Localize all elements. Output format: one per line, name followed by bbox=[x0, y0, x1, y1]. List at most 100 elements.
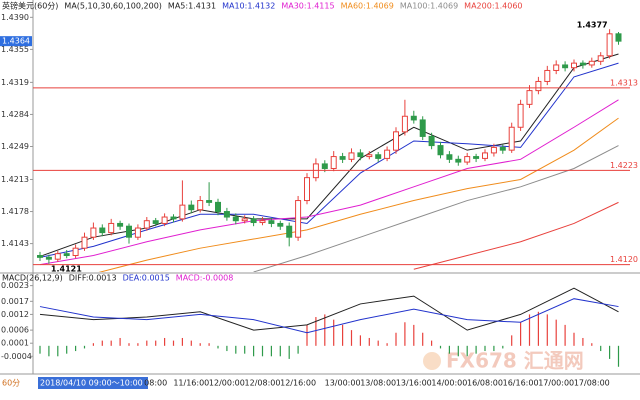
candle-body bbox=[134, 227, 141, 238]
header-item: DIFF:0.0013 bbox=[69, 274, 117, 283]
candle-body bbox=[490, 146, 497, 154]
candle-body bbox=[72, 247, 79, 257]
candle-body bbox=[393, 131, 399, 151]
candle-body bbox=[544, 69, 551, 82]
x-tick-label: 17/08:00 bbox=[574, 379, 610, 388]
candle-body bbox=[428, 135, 435, 147]
candle-body bbox=[615, 33, 622, 42]
watermark-logo bbox=[423, 352, 441, 370]
header-item: MA100:1.4069 bbox=[400, 2, 458, 11]
candle-body bbox=[143, 220, 150, 229]
candle-body bbox=[206, 200, 213, 203]
high-annotation: 1.4377 bbox=[577, 21, 608, 30]
x-tick-label: 16/08:00 bbox=[467, 379, 503, 388]
indicator-line bbox=[253, 145, 619, 272]
candle-body bbox=[259, 220, 266, 224]
candle-body bbox=[437, 145, 444, 156]
candle-body bbox=[277, 222, 284, 227]
header-item: MA60:1.4069 bbox=[341, 2, 394, 11]
candle-body bbox=[348, 152, 355, 160]
y-tick-label: 1.4213 bbox=[1, 175, 29, 184]
header-item: MA10:1.4132 bbox=[222, 2, 275, 11]
indicator-line bbox=[39, 99, 619, 266]
header-item: MA(5,10,30,60,100,200) bbox=[64, 2, 162, 11]
candle-body bbox=[401, 115, 408, 133]
indicator-line bbox=[413, 201, 619, 270]
last-price-box bbox=[0, 36, 32, 47]
candle-body bbox=[375, 154, 382, 159]
candle-body bbox=[90, 227, 97, 238]
candle-body bbox=[517, 103, 524, 128]
candle-body bbox=[197, 200, 204, 211]
macd-plot bbox=[39, 287, 620, 367]
indicator-line bbox=[98, 117, 619, 272]
candle-body bbox=[268, 220, 275, 224]
y-tick-label: 1.4178 bbox=[1, 207, 29, 216]
candle-body bbox=[161, 216, 168, 224]
indicator-line bbox=[39, 298, 619, 334]
candle-body bbox=[508, 126, 515, 151]
x-tick-label: 14/00:00 bbox=[431, 379, 467, 388]
y-tick-label: 1.4355 bbox=[1, 45, 29, 54]
candle-body bbox=[99, 227, 106, 234]
candle-body bbox=[295, 200, 302, 238]
x-tick-label: 13/16:00 bbox=[396, 379, 432, 388]
price-level-label: 1.4120 bbox=[610, 255, 638, 264]
x-tick-label: 12/16:00 bbox=[280, 379, 316, 388]
header-item: MA30:1.4115 bbox=[281, 2, 334, 11]
candle-body bbox=[241, 218, 248, 222]
price-level-label: 1.4223 bbox=[610, 161, 638, 170]
y-tick-label: 1.4284 bbox=[1, 110, 29, 119]
candle-body bbox=[553, 64, 560, 71]
candle-body bbox=[63, 253, 70, 257]
y-tick-label: 1.4319 bbox=[1, 78, 29, 87]
candle-body bbox=[455, 158, 462, 163]
header-item: DEA:0.0015 bbox=[123, 274, 170, 283]
candle-body bbox=[232, 216, 239, 222]
y-tick-label: 1.4390 bbox=[1, 13, 29, 22]
candle-body bbox=[579, 62, 586, 66]
candle-body bbox=[339, 156, 346, 160]
candle-body bbox=[179, 204, 186, 220]
candle-body bbox=[81, 236, 88, 249]
candle-body bbox=[419, 119, 426, 137]
price-plot bbox=[37, 29, 622, 272]
candle-body bbox=[321, 163, 328, 169]
period-label: 60分 bbox=[2, 379, 20, 388]
candle-body bbox=[54, 253, 61, 260]
y-tick-label: 0.0001 bbox=[1, 339, 29, 348]
candle-body bbox=[250, 218, 257, 224]
watermark: FX678 汇通网 bbox=[446, 349, 584, 373]
candle-body bbox=[446, 154, 453, 160]
candle-body bbox=[571, 62, 577, 69]
candle-body bbox=[330, 156, 337, 169]
candle-body bbox=[464, 156, 471, 163]
candle-body bbox=[357, 152, 364, 158]
price-level-label: 1.4313 bbox=[610, 78, 638, 87]
candle-body bbox=[304, 177, 310, 202]
x-tick-label: 08:00 bbox=[144, 379, 167, 388]
candle-body bbox=[188, 204, 195, 211]
candle-body bbox=[37, 255, 43, 258]
candle-body bbox=[606, 33, 613, 57]
indicator-line bbox=[39, 287, 619, 331]
candle-body bbox=[117, 222, 124, 227]
candle-body bbox=[366, 154, 373, 158]
candle-body bbox=[384, 149, 391, 159]
candle-body bbox=[526, 90, 533, 105]
candle-body bbox=[562, 64, 569, 69]
candle-body bbox=[597, 55, 604, 62]
header-item: MA5:1.4131 bbox=[168, 2, 216, 11]
cursor-time: 2018/04/10 09:00～10:00 二 bbox=[40, 379, 153, 388]
candle-body bbox=[499, 146, 506, 151]
cursor-time-box bbox=[38, 377, 148, 389]
y-tick-label: 0.0012 bbox=[1, 310, 29, 319]
header-item: MA200:1.4060 bbox=[464, 2, 522, 11]
x-tick-label: 17/00:00 bbox=[538, 379, 574, 388]
candle-body bbox=[535, 80, 542, 92]
low-annotation: 1.4121 bbox=[51, 264, 82, 273]
candle-body bbox=[223, 211, 230, 218]
x-tick-label: 12/08:00 bbox=[245, 379, 281, 388]
candle-body bbox=[410, 115, 417, 121]
